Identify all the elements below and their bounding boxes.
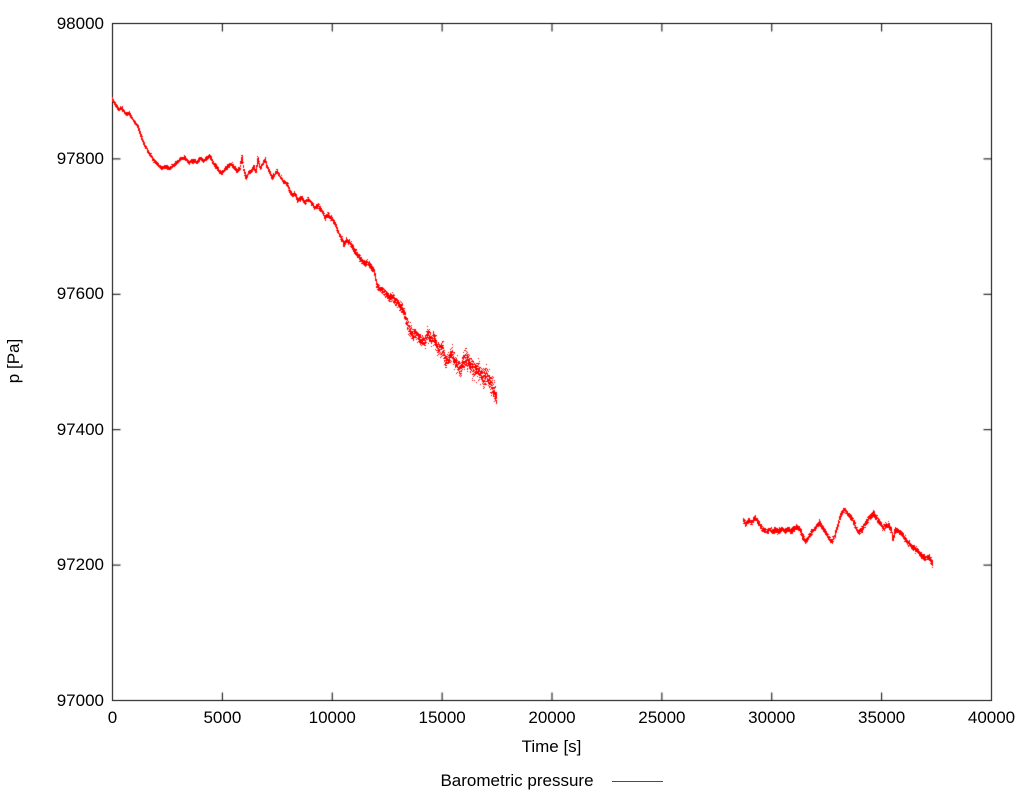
x-tick-label: 40000 — [967, 708, 1016, 727]
x-axis-title: Time [s] — [521, 737, 582, 756]
x-tick-label: 30000 — [748, 708, 796, 727]
x-tick-label: 35000 — [857, 708, 906, 727]
legend-label: Barometric pressure — [440, 771, 594, 790]
y-tick-label: 97600 — [56, 284, 104, 304]
y-tick-label: 97200 — [56, 555, 104, 575]
legend-line-sample — [611, 780, 663, 782]
x-tick-label: 5000 — [203, 708, 242, 727]
y-tick-label: 97400 — [56, 419, 104, 439]
y-tick-label: 97000 — [56, 690, 104, 710]
x-tick-label: 0 — [107, 708, 118, 727]
y-tick-label: 98000 — [56, 13, 104, 33]
y-axis-title: p [Pa] — [4, 338, 23, 384]
x-tick-label: 10000 — [308, 708, 356, 727]
y-tick-label: 97800 — [56, 148, 104, 168]
legend: Barometric pressure — [112, 771, 991, 791]
x-tick-label: 20000 — [528, 708, 576, 727]
x-tick-label: 25000 — [638, 708, 686, 727]
x-tick-label: 15000 — [418, 708, 466, 727]
